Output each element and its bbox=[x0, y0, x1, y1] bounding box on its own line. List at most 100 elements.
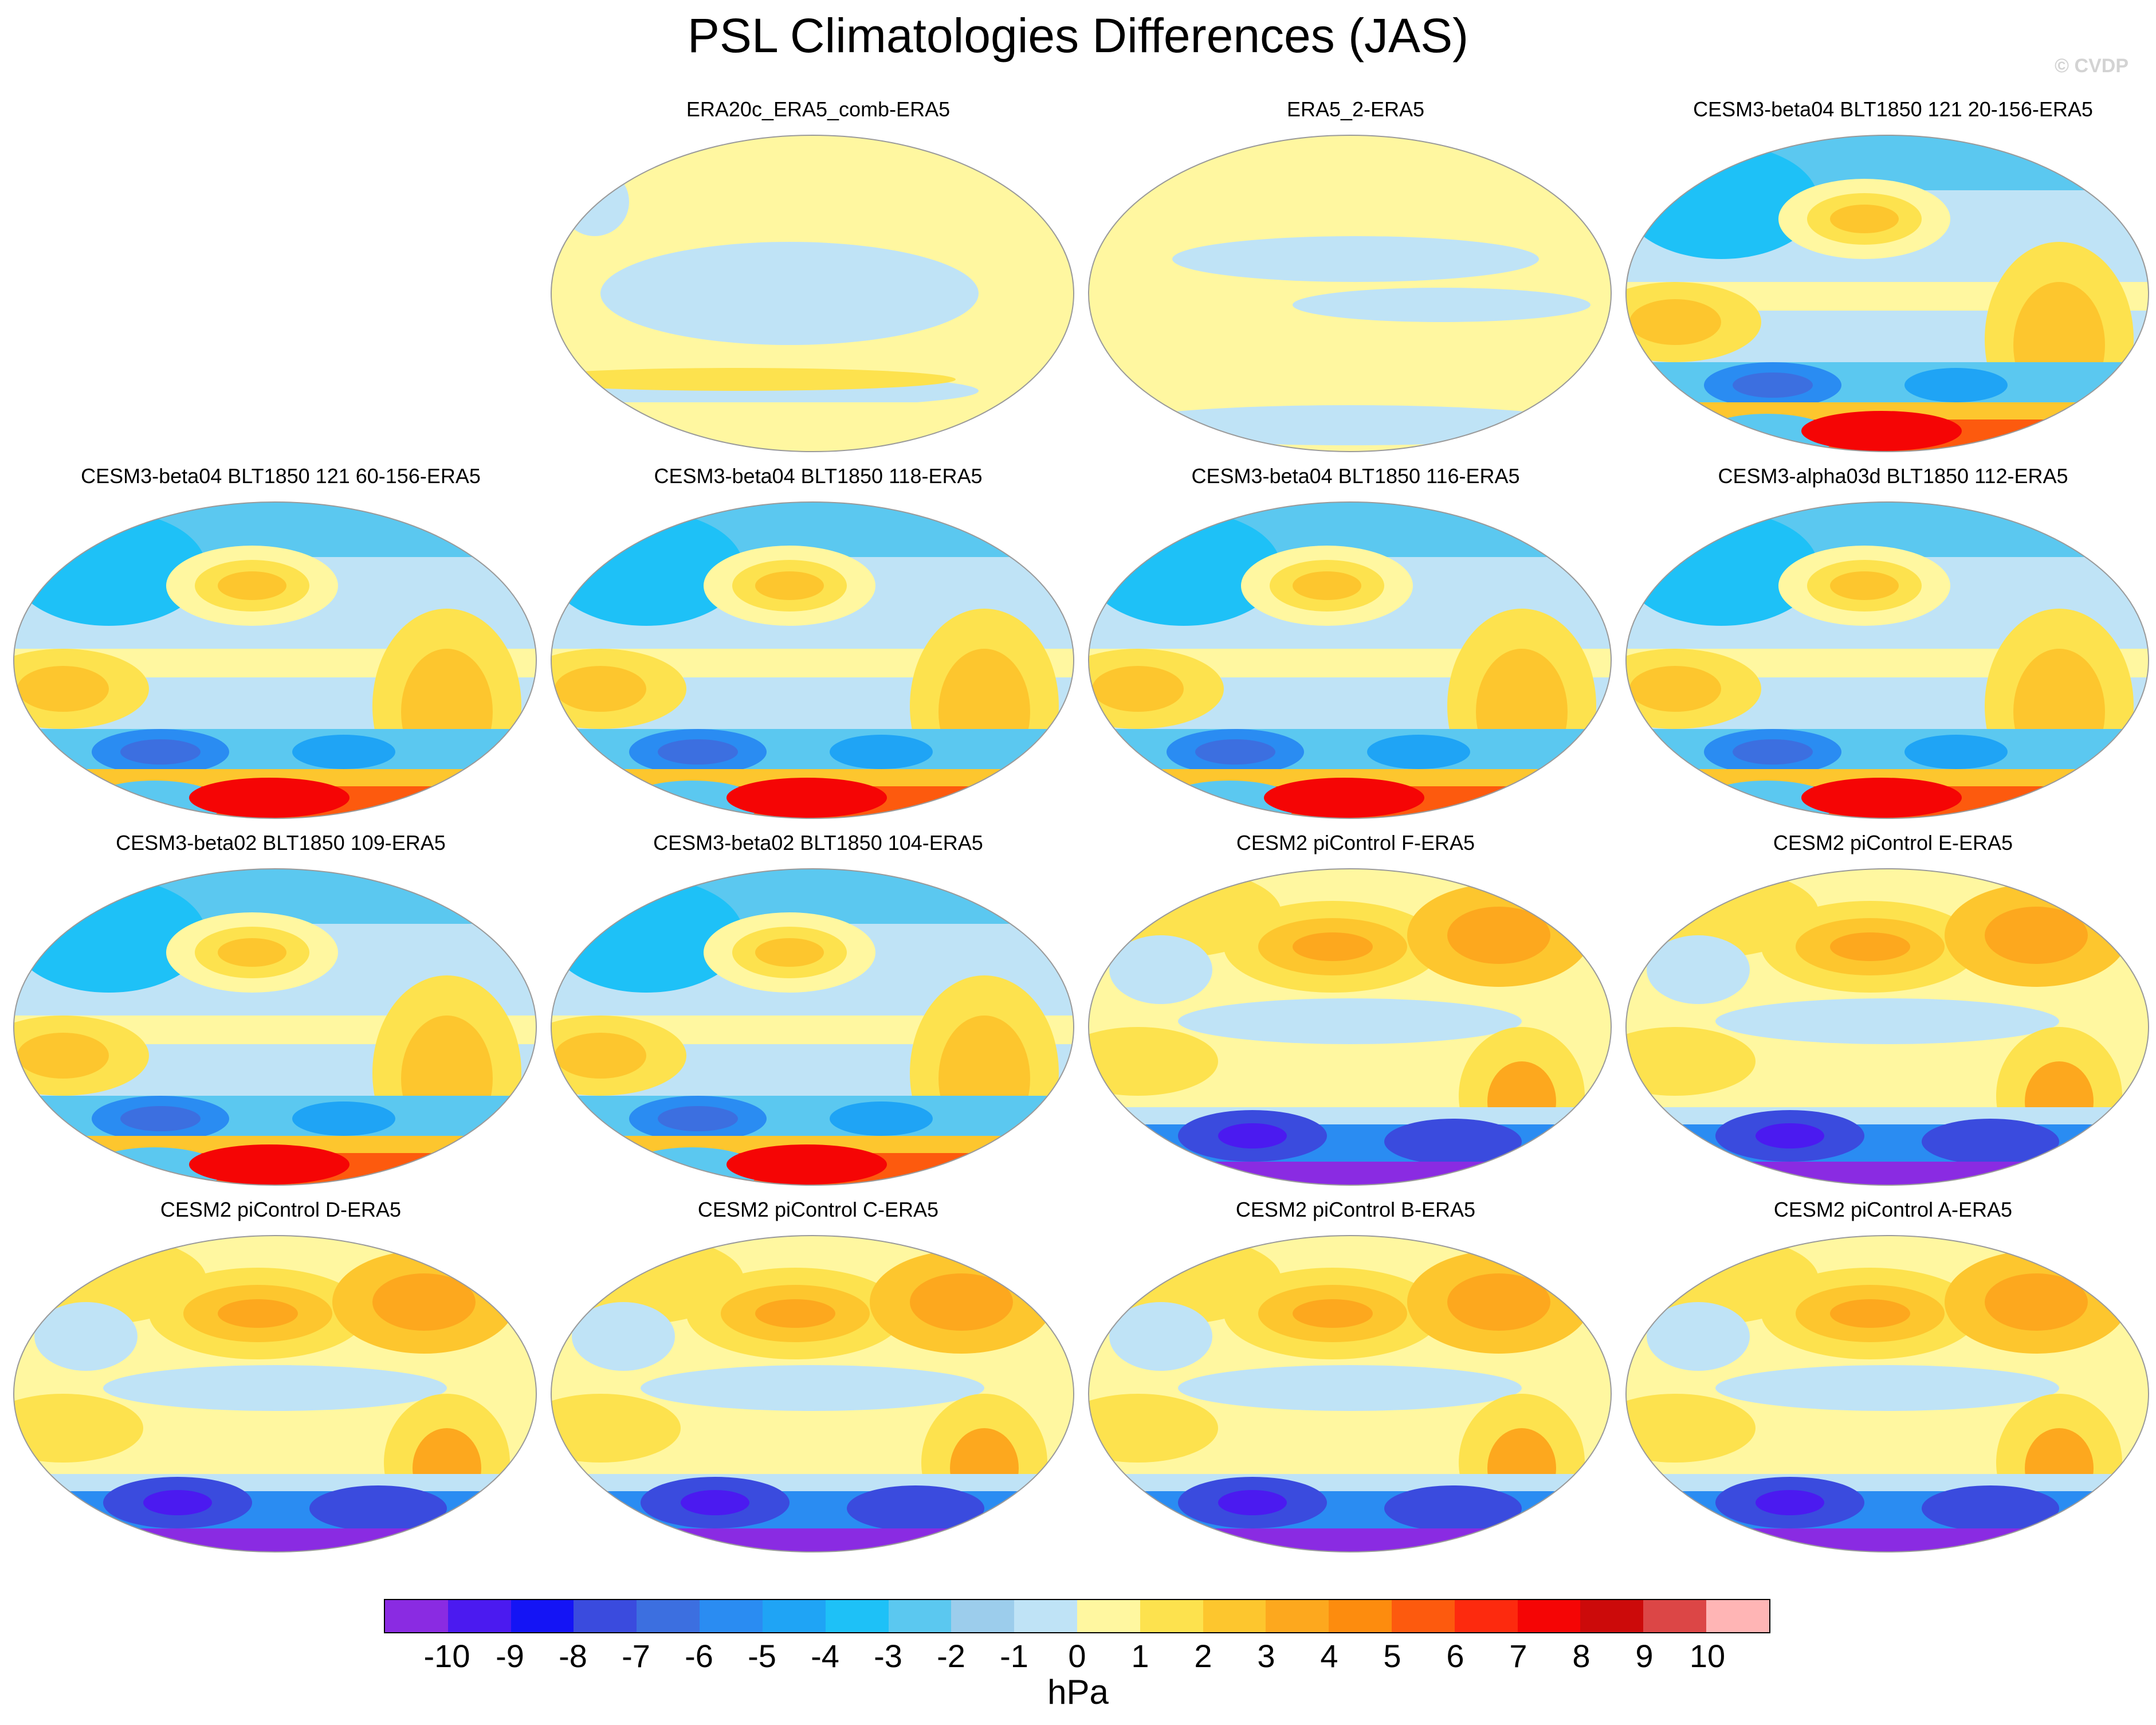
robinson-map bbox=[1625, 868, 2149, 1186]
colorbar-swatches bbox=[384, 1599, 1770, 1633]
map-panel: CESM3-beta04 BLT1850 116-ERA5 bbox=[1086, 464, 1625, 831]
colorbar-units: hPa bbox=[1047, 1673, 1109, 1711]
colorbar-tick-label: -6 bbox=[685, 1638, 713, 1674]
anomaly-region bbox=[847, 1485, 984, 1531]
colorbar-swatch bbox=[1517, 1600, 1581, 1632]
anomaly-region bbox=[14, 1528, 536, 1552]
map-outline bbox=[1088, 1235, 1612, 1552]
colorbar-swatch bbox=[1014, 1600, 1077, 1632]
anomaly-region bbox=[1109, 935, 1212, 1004]
map-panel: CESM3-beta04 BLT1850 121 20-156-ERA5 bbox=[1624, 97, 2156, 464]
anomaly-region bbox=[218, 571, 286, 600]
colorbar-swatch bbox=[1643, 1600, 1707, 1632]
map-panel: CESM2 piControl B-ERA5 bbox=[1086, 1198, 1625, 1565]
anomaly-region bbox=[726, 778, 887, 818]
robinson-map bbox=[1088, 135, 1612, 452]
anomaly-region bbox=[372, 1273, 476, 1331]
colorbar-swatch bbox=[1203, 1600, 1266, 1632]
map-outline bbox=[551, 1235, 1074, 1552]
colorbar-tick-label: -2 bbox=[937, 1638, 965, 1674]
colorbar-swatch bbox=[1580, 1600, 1644, 1632]
map-panel: CESM2 piControl F-ERA5 bbox=[1086, 831, 1625, 1198]
anomaly-region bbox=[1626, 362, 2149, 402]
anomaly-region bbox=[1904, 735, 2008, 769]
panel-title: CESM2 piControl B-ERA5 bbox=[1235, 1198, 1476, 1221]
anomaly-region bbox=[1293, 288, 1591, 322]
anomaly-region bbox=[1647, 1302, 1750, 1371]
anomaly-region bbox=[1293, 571, 1361, 600]
anomaly-region bbox=[1733, 739, 1813, 765]
colorbar-tick-label: -8 bbox=[559, 1638, 587, 1674]
map-panel: CESM2 piControl D-ERA5 bbox=[11, 1198, 550, 1565]
robinson-map bbox=[551, 501, 1074, 819]
panel-title: CESM2 piControl E-ERA5 bbox=[1773, 831, 2013, 854]
map-outline bbox=[551, 501, 1074, 819]
panel-title: CESM3-beta04 BLT1850 121 60-156-ERA5 bbox=[81, 464, 481, 488]
map-panel: CESM2 piControl C-ERA5 bbox=[549, 1198, 1087, 1565]
robinson-map bbox=[551, 868, 1074, 1186]
anomaly-region bbox=[658, 739, 738, 765]
panel-title: ERA20c_ERA5_comb-ERA5 bbox=[686, 97, 951, 121]
colorbar-swatch bbox=[1077, 1600, 1140, 1632]
colorbar-swatch bbox=[574, 1600, 637, 1632]
anomaly-region bbox=[1447, 1273, 1550, 1331]
anomaly-region bbox=[1195, 739, 1275, 765]
colorbar-ticks: -10 -9 -8 -7 -6 -5 -4 -3 -2 -1 0 1 2 3 4 5 6 7 8 9 10 bbox=[384, 1639, 1770, 1673]
credit-watermark: © CVDP bbox=[2055, 55, 2128, 77]
colorbar-swatch bbox=[762, 1600, 826, 1632]
panel-title: CESM3-beta02 BLT1850 104-ERA5 bbox=[653, 831, 983, 854]
anomaly-region bbox=[1985, 1273, 2088, 1331]
colorbar-tick-label: -9 bbox=[496, 1638, 524, 1674]
map-outline bbox=[551, 135, 1074, 452]
map-outline bbox=[1625, 868, 2149, 1186]
anomaly-region bbox=[1629, 299, 1721, 345]
colorbar-swatch bbox=[510, 1600, 574, 1632]
colorbar-tick-label: -4 bbox=[811, 1638, 839, 1674]
anomaly-region bbox=[1367, 735, 1470, 769]
robinson-map bbox=[1088, 1235, 1612, 1552]
colorbar-tick-label: 7 bbox=[1509, 1638, 1527, 1674]
panel-title: CESM3-alpha03d BLT1850 112-ERA5 bbox=[1718, 464, 2068, 488]
anomaly-region bbox=[189, 778, 349, 818]
anomaly-region bbox=[551, 729, 1074, 769]
colorbar-swatch bbox=[1392, 1600, 1455, 1632]
anomaly-region bbox=[555, 1033, 646, 1079]
robinson-map bbox=[551, 1235, 1074, 1552]
anomaly-region bbox=[1293, 932, 1373, 961]
anomaly-region bbox=[1830, 205, 1899, 233]
anomaly-region bbox=[1626, 1528, 2149, 1552]
robinson-map bbox=[1625, 501, 2149, 819]
anomaly-region bbox=[17, 666, 109, 712]
anomaly-region bbox=[830, 735, 933, 769]
anomaly-region bbox=[1985, 907, 2088, 964]
colorbar-swatch bbox=[1706, 1600, 1769, 1632]
anomaly-region bbox=[1109, 1302, 1212, 1371]
robinson-map bbox=[1088, 868, 1612, 1186]
anomaly-region bbox=[1904, 368, 2008, 402]
anomaly-region bbox=[681, 1490, 749, 1515]
robinson-map bbox=[13, 1235, 537, 1552]
anomaly-region bbox=[120, 739, 201, 765]
colorbar-swatch bbox=[888, 1600, 952, 1632]
anomaly-region bbox=[551, 1528, 1074, 1552]
anomaly-region bbox=[1626, 1162, 2149, 1185]
anomaly-region bbox=[292, 735, 395, 769]
map-panel: CESM3-beta02 BLT1850 104-ERA5 bbox=[549, 831, 1087, 1198]
panel-title: ERA5_2-ERA5 bbox=[1286, 97, 1425, 121]
anomaly-region bbox=[1715, 1365, 2059, 1411]
robinson-map bbox=[13, 501, 537, 819]
anomaly-region bbox=[1629, 666, 1721, 712]
map-panel: CESM2 piControl A-ERA5 bbox=[1624, 1198, 2156, 1565]
anomaly-region bbox=[551, 402, 1074, 452]
anomaly-region bbox=[910, 1273, 1013, 1331]
anomaly-region bbox=[14, 1096, 536, 1136]
anomaly-region bbox=[1384, 1119, 1522, 1165]
colorbar-tick-label: 2 bbox=[1194, 1638, 1212, 1674]
colorbar-swatch bbox=[1266, 1600, 1329, 1632]
colorbar-tick-label: 10 bbox=[1689, 1638, 1726, 1674]
anomaly-region bbox=[1218, 1490, 1287, 1515]
anomaly-region bbox=[641, 1365, 984, 1411]
anomaly-region bbox=[1172, 236, 1539, 282]
figure-title: PSL Climatologies Differences (JAS) bbox=[687, 9, 1469, 62]
